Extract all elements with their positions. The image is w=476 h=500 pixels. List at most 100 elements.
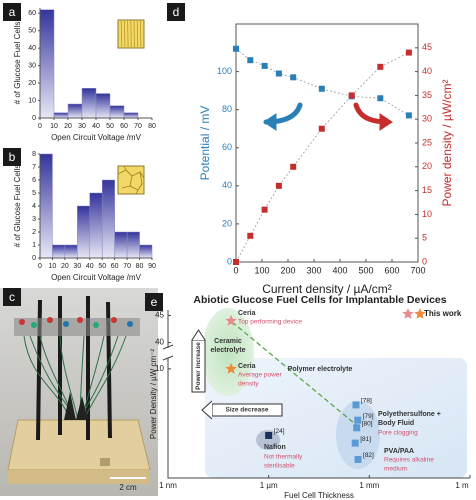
inset-fiber [130, 20, 132, 48]
bar [109, 105, 125, 119]
panel-label-box [3, 288, 21, 306]
data-point [275, 70, 282, 77]
panel-label: b [9, 150, 16, 164]
x-axis-label: Open Circuit Voltage /mV [51, 273, 141, 282]
y-tick-label: 2 [32, 229, 36, 236]
point-label: [79] [363, 413, 374, 420]
y-tick-label: 50 [28, 28, 36, 35]
annotation: Top performing device [238, 319, 302, 326]
annotation: electrolyte [210, 347, 245, 354]
x-tick-label: 400 [332, 265, 347, 275]
bar [67, 103, 83, 119]
x-tick-label: 1 µm [260, 481, 278, 490]
x-tick-label: 50 [106, 123, 114, 130]
axis-frame [235, 23, 419, 263]
point-label: [24] [274, 428, 285, 435]
scale-bar-label: 2 cm [119, 483, 137, 492]
annotation: Average power [238, 372, 282, 379]
bar [101, 179, 115, 259]
y-tick-label: 45 [155, 311, 164, 320]
y-tick-label: 10 [155, 364, 164, 373]
x-tick-label: 20 [61, 263, 69, 270]
data-point [225, 362, 237, 374]
bar [95, 93, 111, 119]
panel-label: e [151, 295, 158, 309]
x-tick-label: 1 m [455, 481, 469, 490]
data-point [405, 49, 412, 56]
bar [139, 244, 153, 259]
data-point [290, 74, 297, 81]
data-point [265, 431, 273, 439]
annotation: Power increase [195, 342, 202, 390]
data-point [247, 232, 254, 239]
y-tick-label: 100 [217, 66, 232, 76]
y2-tick-label: 10 [422, 209, 432, 219]
panel-label-box [3, 3, 21, 21]
x-tick-label: 300 [306, 265, 321, 275]
annotation: Ceria [238, 310, 256, 317]
data-point [261, 206, 268, 213]
x-tick-label: 40 [86, 263, 94, 270]
x-tick-label: 600 [384, 265, 399, 275]
data-point [377, 63, 384, 70]
y-tick-label: 30 [28, 62, 36, 69]
inset-cells [117, 165, 145, 195]
y-tick-label: 20 [222, 218, 232, 228]
x-tick-label: 50 [98, 263, 106, 270]
y2-tick-label: 45 [422, 42, 432, 52]
data-point [290, 163, 297, 170]
annotation: medium [384, 466, 407, 473]
bar [39, 153, 53, 259]
panel-label: a [9, 5, 16, 19]
inset-fiber [136, 20, 139, 48]
y-tick-label: 40 [28, 45, 36, 52]
data-point [351, 439, 359, 447]
data-point [233, 259, 239, 265]
y-axis-label: # of Glucose Fuel Cells [13, 22, 22, 105]
y-tick-label: 60 [222, 142, 232, 152]
legend-label: This work [424, 309, 462, 318]
data-point [354, 416, 362, 424]
x-tick-label: 1 nm [159, 481, 177, 490]
bar [123, 112, 139, 119]
data-point [353, 424, 361, 432]
inset-fiber [124, 20, 126, 48]
x-axis-label: Fuel Cell Thickness [284, 491, 354, 500]
x-tick-label: 100 [254, 265, 269, 275]
annotation: Ceria [238, 363, 256, 370]
data-point [377, 95, 384, 102]
data-point [405, 112, 412, 119]
panel-label: c [9, 290, 15, 304]
y2-tick-label: 25 [422, 137, 432, 147]
annotation: Requires alkaline [384, 457, 434, 464]
point-label: [81] [360, 436, 371, 443]
data-point [261, 62, 268, 69]
y2-tick-label: 35 [422, 90, 432, 100]
y-tick-label: 10 [28, 97, 36, 104]
y-tick-label: 4 [32, 203, 36, 210]
panel-label-box [3, 148, 21, 166]
x-tick-label: 70 [123, 263, 131, 270]
y-tick-label: 1 [32, 242, 36, 249]
annotation: Polyethersulfone + [378, 411, 441, 418]
panel-label-box [145, 293, 163, 311]
inset-fiber [140, 20, 142, 48]
panel-label: d [173, 5, 180, 19]
y-tick-label: 6 [32, 177, 36, 184]
y2-tick-label: 30 [422, 114, 432, 124]
y2-axis-label: Power density / µW/cm² [440, 80, 454, 207]
annotation: Body Fluid [378, 420, 414, 427]
bar [126, 231, 140, 259]
annotation: density [238, 381, 259, 388]
y2-tick-label: 15 [422, 185, 432, 195]
panel-label-box [167, 3, 185, 21]
x-tick-label: 500 [358, 265, 373, 275]
x-tick-label: 0 [233, 265, 238, 275]
legend-swatch [414, 308, 426, 319]
annotation: Not thermally [264, 454, 303, 461]
inset-fiber [127, 20, 129, 48]
y-tick-label: 60 [28, 10, 36, 17]
x-tick-label: 80 [136, 263, 144, 270]
y-axis-label: Power Density / µW cm⁻² [149, 349, 158, 440]
